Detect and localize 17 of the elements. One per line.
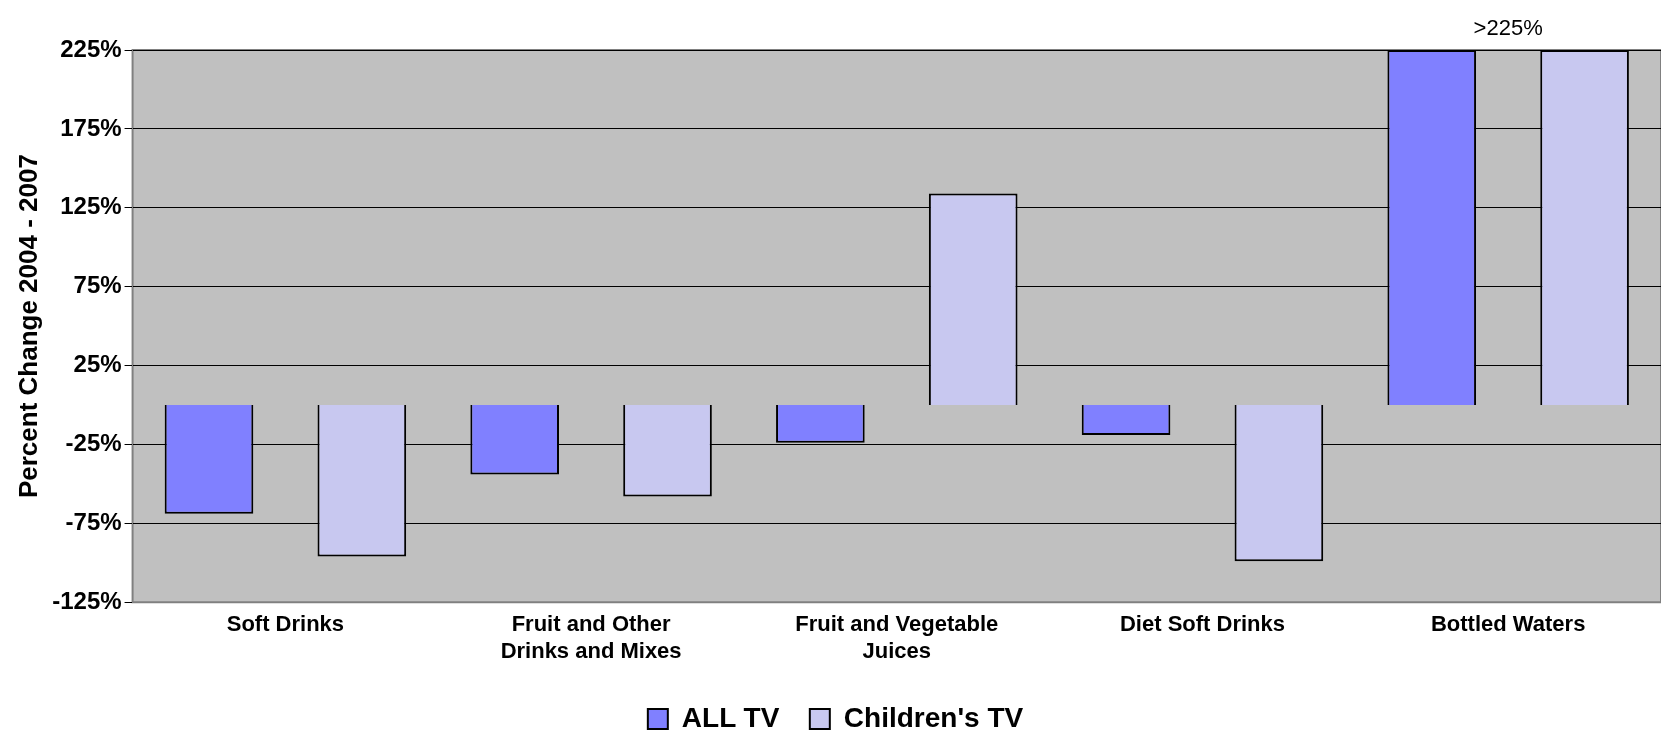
x-tick-label: Bottled Waters: [1430, 611, 1586, 637]
y-tick-label: 125%: [60, 192, 122, 220]
x-tick-label: Diet Soft Drinks: [1119, 611, 1285, 637]
y-tick-label: 75%: [73, 271, 122, 299]
y-tick-label: 175%: [60, 113, 122, 141]
y-tick-label: -25%: [65, 429, 122, 457]
y-tick-label: 225%: [60, 34, 122, 62]
y-axis-title: Percent Change 2004 - 2007: [12, 154, 43, 499]
y-tick-label: -125%: [52, 586, 122, 614]
y-tick-label: 25%: [73, 350, 122, 378]
legend-label: Children's TV: [843, 701, 1024, 733]
y-tick-label: -75%: [65, 507, 122, 535]
legend-label: ALL TV: [681, 701, 780, 733]
x-tick-label: Fruit and Vegetable Juices: [795, 611, 999, 663]
x-tick-label: Soft Drinks: [226, 611, 345, 637]
x-tick-label: Fruit and Other Drinks and Mixes: [500, 611, 682, 663]
text: >225%: [1473, 15, 1543, 41]
